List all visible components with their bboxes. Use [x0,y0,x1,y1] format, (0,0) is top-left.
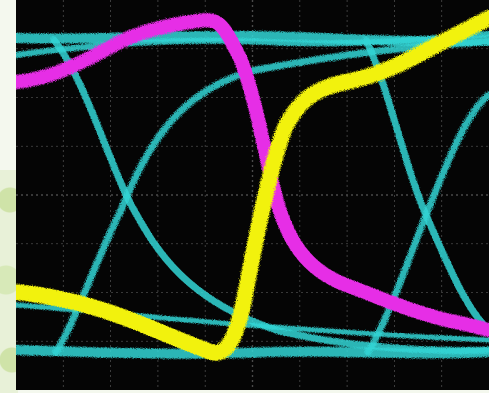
oscilloscope-screen [16,0,489,390]
waveform-display [16,0,489,390]
magenta-line [16,12,489,337]
magenta-trace [16,12,489,337]
cyan-rise-left [52,38,489,356]
cyan-fall-right [362,36,489,334]
yellow-trace [16,10,489,361]
yellow-line [16,10,489,361]
cyan-bottom-rail [16,345,489,359]
cyan-top-rail-2 [16,31,489,58]
background-foliage [0,170,18,393]
cyan-rise-right [364,91,489,356]
cyan-fall-left [50,36,489,354]
